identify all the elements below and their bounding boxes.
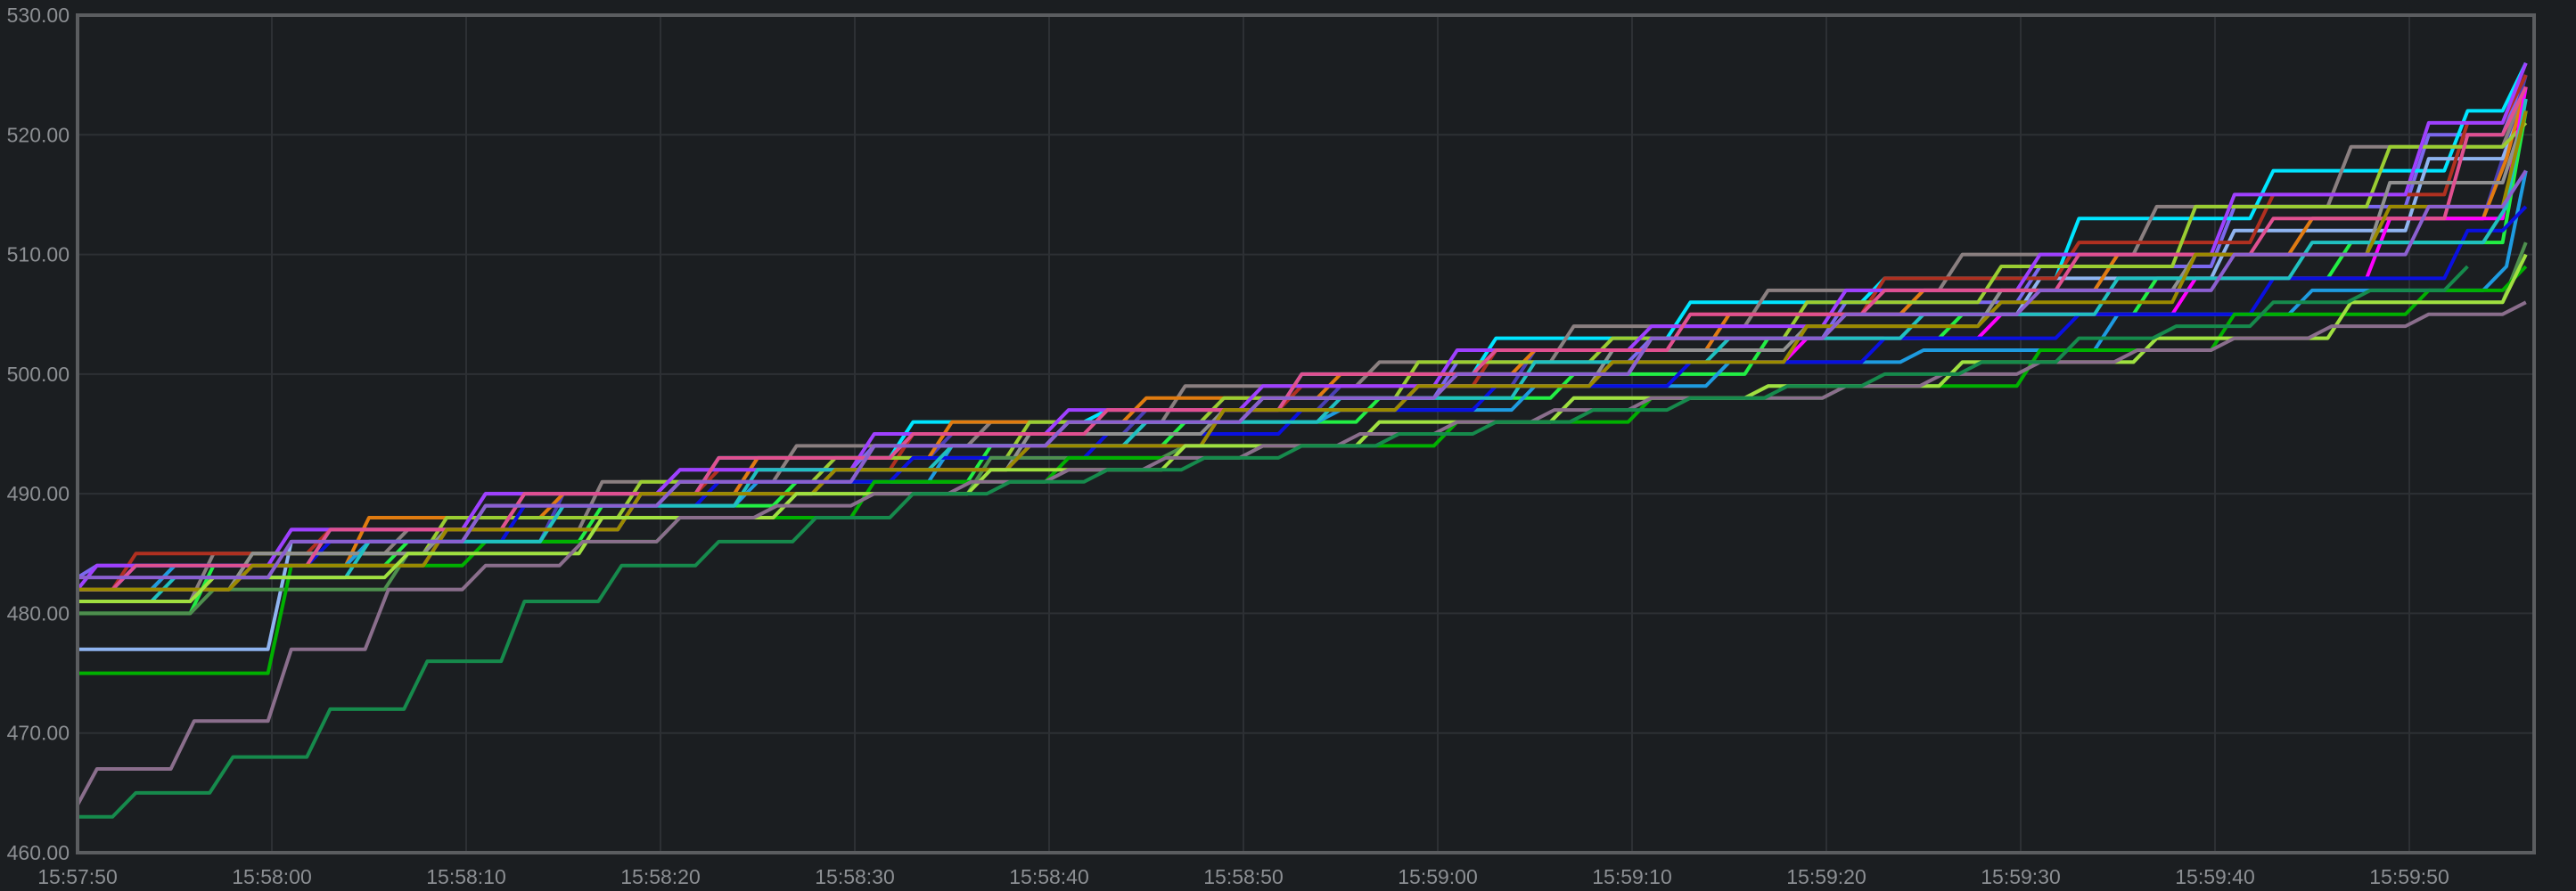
series-line-21 xyxy=(78,169,2528,580)
y-tick-label: 520.00 xyxy=(7,123,70,146)
x-tick-label: 15:58:30 xyxy=(815,865,895,888)
x-tick-label: 15:58:20 xyxy=(620,865,701,888)
x-axis-ticks: 15:57:50 15:58:00 15:58:10 15:58:20 15:58:30… xyxy=(37,865,2449,888)
y-tick-label: 500.00 xyxy=(7,363,70,386)
x-tick-label: 15:58:50 xyxy=(1203,865,1284,888)
x-tick-label: 15:58:10 xyxy=(426,865,506,888)
series-line-11 xyxy=(76,61,2528,591)
y-tick-label: 480.00 xyxy=(7,601,70,625)
x-tick-label: 15:59:40 xyxy=(2175,865,2255,888)
x-tick-label: 15:59:50 xyxy=(2369,865,2449,888)
series-line-16 xyxy=(78,265,2528,675)
series-line-20 xyxy=(78,253,2528,603)
y-tick-label: 490.00 xyxy=(7,482,70,505)
x-tick-label: 15:59:10 xyxy=(1592,865,1672,888)
y-axis-ticks: 460.00 470.00 480.00 490.00 500.00 510.00 520.… xyxy=(7,4,70,864)
x-tick-label: 15:58:00 xyxy=(232,865,312,888)
gridlines xyxy=(77,14,2534,854)
x-tick-label: 15:57:50 xyxy=(37,865,118,888)
series-line-22 xyxy=(76,300,2527,806)
series-line-15 xyxy=(78,241,2528,616)
x-tick-label: 15:58:40 xyxy=(1009,865,1089,888)
y-tick-label: 510.00 xyxy=(7,243,70,266)
series-line-3 xyxy=(78,61,2528,592)
y-tick-label: 460.00 xyxy=(7,841,70,864)
series-line-5 xyxy=(78,86,2528,603)
series-line-9 xyxy=(78,121,2528,592)
series-line-19 xyxy=(78,110,2528,592)
series-line-1 xyxy=(76,74,2528,579)
series-line-6 xyxy=(78,74,2528,592)
x-tick-label: 15:59:20 xyxy=(1786,865,1866,888)
plot-frame xyxy=(76,13,2536,854)
x-tick-label: 15:59:00 xyxy=(1398,865,1478,888)
y-tick-label: 470.00 xyxy=(7,722,70,745)
x-tick-label: 15:59:30 xyxy=(1981,865,2061,888)
series-lines xyxy=(76,61,2528,819)
series-line-17 xyxy=(78,86,2528,592)
y-tick-label: 530.00 xyxy=(7,4,70,27)
series-line-2 xyxy=(78,74,2528,592)
series-line-8 xyxy=(78,110,2528,616)
series-line-23 xyxy=(78,265,2469,819)
series-line-12 xyxy=(78,170,2528,592)
